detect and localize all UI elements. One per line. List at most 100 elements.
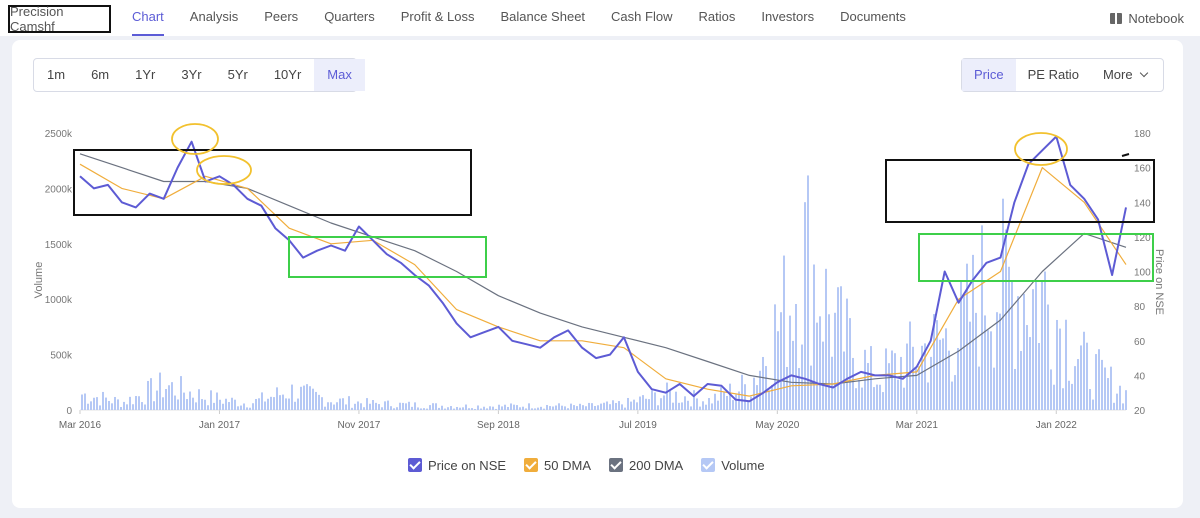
tab-ratios[interactable]: Ratios (698, 9, 736, 24)
volume-bar (573, 405, 575, 410)
volume-bar (774, 304, 776, 410)
volume-bar (189, 391, 191, 410)
range-3yr[interactable]: 3Yr (181, 67, 202, 82)
tab-profit-loss[interactable]: Profit & Loss (400, 9, 475, 24)
volume-bar (750, 396, 752, 410)
volume-bar (507, 406, 509, 410)
volume-bar (1086, 342, 1088, 410)
volume-bar (981, 225, 983, 410)
volume-bar (453, 408, 455, 410)
notebook-label: Notebook (1128, 10, 1184, 26)
legend-volume-checkbox[interactable] (701, 458, 716, 472)
chart-axes: 2500k 2000k 1500k 1000k 500k 0 180 160 140 120 100… (33, 129, 1165, 431)
volume-bar (264, 401, 266, 410)
range-1m[interactable]: 1m (47, 67, 66, 82)
volume-bar (558, 403, 560, 410)
volume-bar (978, 366, 980, 410)
volume-bar (1083, 331, 1085, 410)
volume-bar (735, 394, 737, 410)
tab-cash-flow[interactable]: Cash Flow (611, 9, 673, 24)
volume-bar (975, 312, 977, 410)
volume-bar (432, 403, 434, 410)
volume-bar (1050, 369, 1052, 410)
volume-bar (84, 393, 86, 410)
volume-bar (951, 381, 953, 410)
volume-bar (435, 403, 437, 410)
volume-bar (855, 388, 857, 410)
metric-pe-ratio[interactable]: PE Ratio (1027, 67, 1079, 82)
legend-volume[interactable]: Volume (701, 458, 765, 473)
notebook-button[interactable]: Notebook (1110, 0, 1184, 36)
company-name[interactable]: Precision Camshf (8, 4, 111, 34)
y-left-tick-label: 2000k (45, 184, 73, 195)
volume-bar (888, 363, 890, 410)
volume-bar (876, 384, 878, 410)
volume-bar (123, 401, 125, 410)
y-left-tick-label: 0 (66, 406, 72, 417)
legend-50dma[interactable]: 50 DMA (524, 458, 591, 473)
x-tick-label: Sep 2018 (477, 420, 520, 431)
tab-peers[interactable]: Peers (264, 9, 299, 24)
chart-card (12, 40, 1183, 508)
tab-analysis[interactable]: Analysis (189, 9, 239, 24)
volume-bar (732, 400, 734, 410)
range-6m[interactable]: 6m (91, 67, 110, 82)
volume-bar (261, 392, 263, 410)
legend-50dma-checkbox[interactable] (524, 458, 539, 472)
volume-bar (1107, 378, 1109, 410)
tab-investors[interactable]: Investors (761, 9, 815, 24)
volume-bar (591, 403, 593, 410)
volume-bar (729, 383, 731, 410)
legend-200dma[interactable]: 200 DMA (609, 458, 683, 473)
metric-more-label: More (1102, 67, 1133, 82)
legend-price[interactable]: Price on NSE (408, 458, 506, 473)
volume-bar (825, 268, 827, 410)
volume-bar (798, 368, 800, 410)
volume-bar (177, 399, 179, 410)
volume-bar (840, 286, 842, 410)
volume-bar (333, 404, 335, 410)
volume-bar (600, 403, 602, 410)
volume-bar (804, 202, 806, 410)
volume-bar (357, 401, 359, 410)
volume-bar (1101, 359, 1103, 410)
volume-bar (630, 401, 632, 410)
tab-chart[interactable]: Chart (132, 0, 164, 36)
volume-bar (492, 406, 494, 410)
volume-bar (960, 281, 962, 410)
volume-bar (132, 404, 134, 410)
range-5yr[interactable]: 5Yr (227, 67, 248, 82)
range-1yr[interactable]: 1Yr (135, 67, 156, 82)
tab-documents[interactable]: Documents (840, 9, 906, 24)
legend-200dma-checkbox[interactable] (609, 458, 624, 472)
volume-bar (1122, 403, 1124, 410)
volume-bar (321, 397, 323, 410)
tab-quarters[interactable]: Quarters (324, 9, 375, 24)
volume-bar (1047, 304, 1049, 410)
volume-bar (894, 353, 896, 410)
volume-bar (522, 406, 524, 410)
annotation-box (885, 159, 1155, 223)
volume-bars (81, 175, 1127, 410)
legend-50dma-label: 50 DMA (544, 457, 592, 473)
y-left-tick-label: 1500k (45, 240, 73, 251)
y-right-tick-label: 160 (1134, 164, 1151, 175)
volume-bar (1095, 354, 1097, 410)
range-10yr[interactable]: 10Yr (273, 67, 302, 82)
volume-bar (204, 399, 206, 410)
volume-bar (870, 346, 872, 410)
legend-price-checkbox[interactable] (408, 458, 422, 472)
volume-bar (111, 403, 113, 410)
metric-price[interactable]: Price (962, 59, 1016, 91)
volume-bar (1056, 319, 1058, 410)
volume-bar (306, 384, 308, 410)
volume-bar (780, 312, 782, 410)
tab-balance-sheet[interactable]: Balance Sheet (500, 9, 586, 24)
volume-bar (513, 404, 515, 410)
volume-bar (393, 408, 395, 410)
range-max[interactable]: Max (314, 59, 365, 91)
volume-bar (723, 392, 725, 410)
volume-bar (81, 394, 83, 410)
volume-bar (192, 397, 194, 410)
metric-more[interactable]: More (1091, 59, 1159, 91)
